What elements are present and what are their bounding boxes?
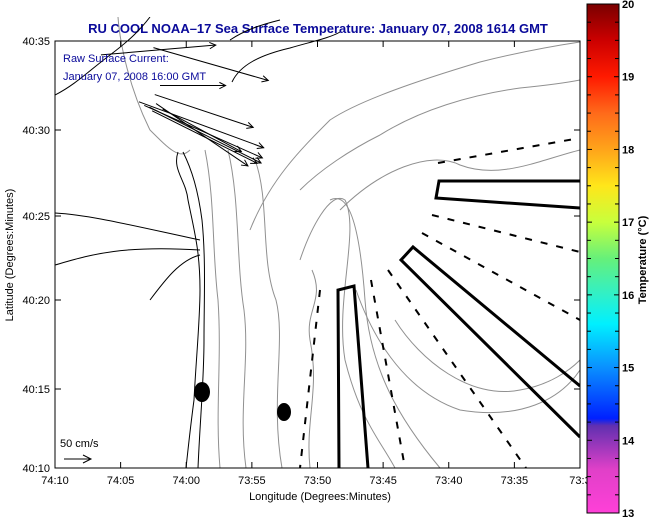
y-tick-label: 40:15: [22, 384, 50, 396]
contour-line: [227, 149, 247, 468]
coastline-segment: [55, 17, 151, 96]
coastline-segment: [182, 151, 205, 468]
coastline-segment: [149, 254, 201, 301]
scale-arrow-label: 50 cm/s: [60, 438, 99, 450]
contour-line: [339, 149, 580, 211]
x-tick-label: 74:10: [41, 475, 69, 487]
radial-dashed-lines: [299, 137, 580, 468]
x-tick-label: 74:00: [172, 475, 200, 487]
coastline-segment: [229, 19, 281, 41]
y-tick-label: 40:30: [22, 125, 50, 137]
colorbar-tick-label: 15: [622, 363, 634, 375]
dashed-line: [299, 289, 321, 468]
coastline-segment: [55, 248, 201, 266]
contour-line: [117, 17, 191, 155]
plot-background: [55, 41, 580, 468]
x-tick-label: 73:40: [435, 475, 463, 487]
current-vector-arrow: [138, 101, 265, 150]
contour-line: [299, 79, 580, 191]
colorbar-tick-label: 14: [622, 435, 635, 447]
colorbar-tick-label: 19: [622, 72, 634, 84]
x-tick-label: 73:45: [369, 475, 397, 487]
coverage-box: [336, 284, 370, 468]
coastline-segment: [231, 31, 341, 83]
y-tick-label: 40:35: [22, 36, 50, 48]
contour-line: [249, 41, 580, 231]
coastline-segment: [176, 151, 201, 468]
contour-line: [204, 149, 221, 468]
dashed-line: [421, 232, 580, 321]
colorbar-tick-label: 16: [622, 290, 634, 302]
colorbar-tick-label: 18: [622, 144, 634, 156]
coastline-segment: [55, 212, 201, 241]
bathymetry-contours: [117, 17, 580, 468]
buoy-marker: [277, 403, 291, 421]
colorbar-tick-label: 20: [622, 0, 634, 11]
current-vector-arrow: [154, 94, 255, 129]
y-tick-label: 40:25: [22, 211, 50, 223]
x-tick-label: 73:55: [238, 475, 266, 487]
current-vectors: [100, 41, 270, 167]
y-axis-label: Latitude (Degrees:Minutes): [4, 189, 16, 322]
x-tick-label: 73:50: [304, 475, 332, 487]
radar-coverage-boxes: [336, 179, 580, 468]
current-annotation-line1: Raw Surface Current:: [63, 53, 169, 65]
contour-line: [308, 269, 317, 468]
colorbar: 20 19 18 17 16 15 14 13 Temperature (°C): [586, 0, 649, 518]
y-axis: 40:35 40:30 40:25 40:20 40:15 40:10: [22, 36, 580, 475]
colorbar-label: Temperature (°C): [637, 215, 649, 304]
plot-area: Raw Surface Current: January 07, 2008 16…: [4, 17, 591, 503]
buoy-marker: [194, 382, 210, 402]
contour-line: [355, 289, 580, 414]
y-tick-label: 40:20: [22, 295, 50, 307]
current-annotation-line2: January 07, 2008 16:00 GMT: [63, 71, 206, 83]
coverage-box: [434, 179, 580, 210]
x-tick-label: 73:3: [569, 475, 590, 487]
current-vector-arrow: [160, 81, 227, 90]
x-axis: 74:10 74:05 74:00 73:55 73:50 73:45 73:40 73:35…: [41, 41, 591, 487]
current-vector-arrow: [153, 47, 270, 83]
y-tick-label: 40:10: [22, 463, 50, 475]
contour-line: [329, 198, 441, 468]
coverage-box: [398, 244, 580, 439]
colorbar-tick-label: 17: [622, 217, 634, 229]
x-tick-label: 73:35: [501, 475, 529, 487]
coastline: [55, 17, 341, 468]
colorbar-gradient: [586, 3, 620, 514]
x-axis-label: Longitude (Degrees:Minutes): [249, 491, 391, 503]
current-vector-arrow: [162, 108, 243, 153]
colorbar-tick-label: 13: [622, 508, 634, 518]
scale-arrow-icon: [64, 454, 93, 464]
x-tick-label: 74:05: [107, 475, 135, 487]
figure-title: RU COOL NOAA–17 Sea Surface Temperature:…: [88, 21, 548, 36]
current-vector-arrow: [100, 41, 217, 56]
contour-line: [299, 197, 396, 468]
colorbar-ticks: 20 19 18 17 16 15 14 13: [587, 0, 635, 518]
